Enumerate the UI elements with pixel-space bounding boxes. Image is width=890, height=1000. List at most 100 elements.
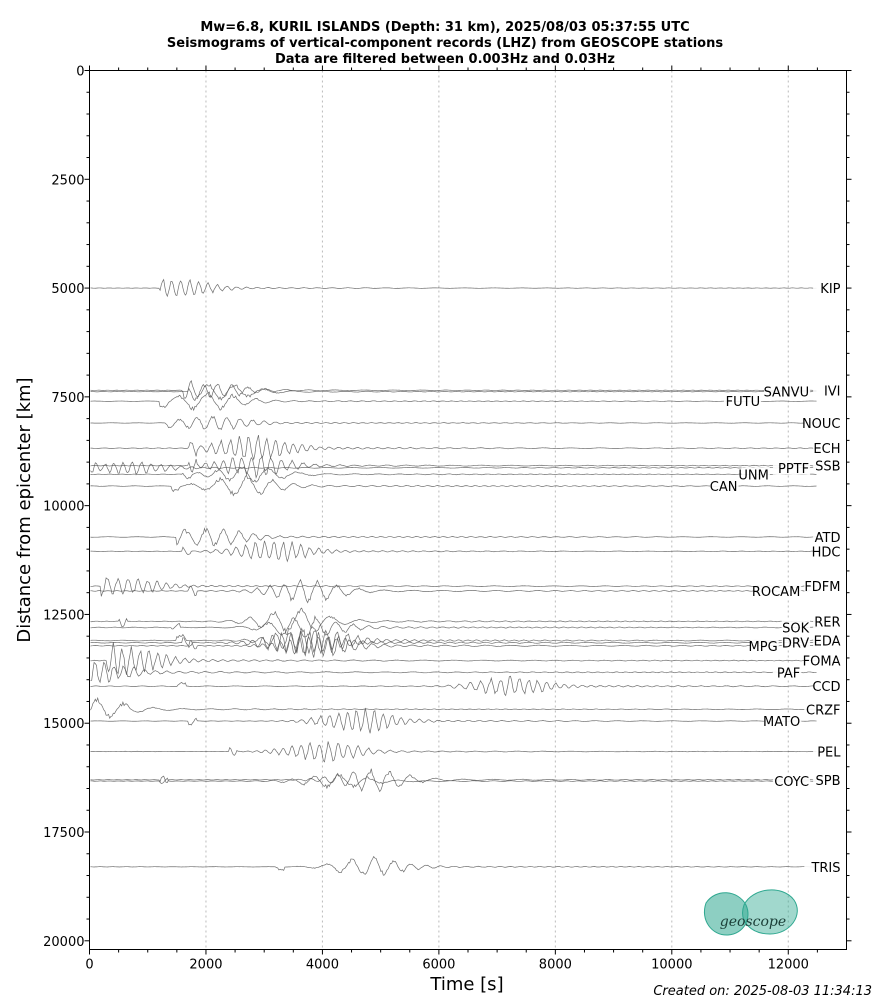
trace-futu xyxy=(90,391,817,412)
trace-pptf xyxy=(90,461,817,476)
axis-ticks: 0 2000 4000 6000 8000 10000 12000 0 2500 5000 7500… xyxy=(43,65,852,973)
station-label-bg xyxy=(813,529,842,544)
station-label-coyc: COYC xyxy=(774,775,809,790)
trace-mato xyxy=(90,707,817,734)
station-label-bg xyxy=(781,635,811,650)
station-label-bg xyxy=(804,415,842,430)
trace-ivi xyxy=(90,380,817,399)
station-label-atd: ATD xyxy=(815,531,841,546)
grid-lines xyxy=(205,70,789,950)
trace-coyc xyxy=(90,774,817,790)
station-label-foma: FOMA xyxy=(803,655,841,670)
x-axis-label: Time [s] xyxy=(429,974,503,995)
station-label-unm: UNM xyxy=(738,468,768,483)
trace-unm xyxy=(90,466,817,483)
trace-rocam xyxy=(90,578,817,604)
station-label-rer: RER xyxy=(814,615,840,630)
chart-title-line1: Mw=6.8, KURIL ISLANDS (Depth: 31 km), 20… xyxy=(200,20,689,35)
x-tick-label: 12000 xyxy=(768,958,809,973)
x-tick-label: 2000 xyxy=(189,958,222,973)
station-label-bg xyxy=(772,665,802,680)
y-tick-label: 17500 xyxy=(43,826,84,841)
station-label-bg xyxy=(804,653,842,668)
station-label-bg xyxy=(813,281,842,296)
station-label-bg xyxy=(813,679,842,694)
station-label-sok: SOK xyxy=(782,621,809,636)
trace-can xyxy=(90,474,817,497)
trace-atd xyxy=(90,527,817,547)
trace-drv xyxy=(90,630,817,657)
trace-fdfm xyxy=(90,577,817,597)
x-tick-label: 10000 xyxy=(651,958,692,973)
station-label-bg xyxy=(772,460,811,475)
plot-frame xyxy=(89,70,847,950)
trace-crzf xyxy=(90,696,817,720)
station-label-hdc: HDC xyxy=(812,545,841,560)
trace-rer xyxy=(90,607,817,635)
y-tick-label: 20000 xyxy=(43,935,84,950)
station-label-bg xyxy=(772,774,811,789)
seismogram-traces xyxy=(90,278,817,876)
trace-sok xyxy=(90,615,817,638)
station-label-kip: KIP xyxy=(820,282,840,297)
trace-ccd xyxy=(90,675,817,697)
station-label-can: CAN xyxy=(710,480,738,495)
station-label-nouc: NOUC xyxy=(802,417,841,432)
chart-title-line3: Data are filtered between 0.003Hz and 0.… xyxy=(275,52,615,67)
station-label-crzf: CRZF xyxy=(806,703,841,718)
station-label-bg xyxy=(741,467,770,482)
trace-foma xyxy=(90,642,817,675)
station-label-bg xyxy=(804,702,842,717)
y-tick-label: 10000 xyxy=(43,500,84,515)
station-label-pel: PEL xyxy=(817,746,841,761)
y-tick-label: 5000 xyxy=(51,282,84,297)
y-tick-label: 2500 xyxy=(51,173,84,188)
created-timestamp: Created on: 2025-08-03 11:34:13 xyxy=(653,984,872,999)
x-tick-label: 6000 xyxy=(422,958,455,973)
station-label-eda: EDA xyxy=(814,635,841,650)
y-tick-label: 15000 xyxy=(43,717,84,732)
station-label-mpg: MPG xyxy=(749,640,778,655)
station-label-bg xyxy=(804,859,842,874)
station-label-bg xyxy=(723,394,762,409)
station-label-rocam: ROCAM xyxy=(752,585,800,600)
station-label-bg xyxy=(750,638,779,653)
station-label-mato: MATO xyxy=(763,715,800,730)
station-label-bg xyxy=(813,544,842,559)
y-tick-label: 12500 xyxy=(43,608,84,623)
trace-tris xyxy=(90,855,817,876)
trace-paf xyxy=(90,661,817,684)
station-label-ssb: SSB xyxy=(815,460,840,475)
trace-sanvu xyxy=(90,383,817,402)
x-tick-label: 8000 xyxy=(539,958,572,973)
globe-lobe-right xyxy=(742,889,798,935)
station-label-futu: FUTU xyxy=(726,395,760,410)
trace-mpg xyxy=(90,635,817,658)
logo-wordmark: geoscope xyxy=(720,914,786,930)
station-label-bg xyxy=(755,583,802,598)
station-label-bg xyxy=(710,479,739,494)
trace-ech xyxy=(90,434,817,461)
station-label-bg xyxy=(813,458,842,473)
station-label-fdfm: FDFM xyxy=(804,580,840,595)
y-axis-label: Distance from epicenter [km] xyxy=(14,377,35,642)
station-label-bg xyxy=(813,614,842,629)
trace-spb xyxy=(90,768,817,793)
station-label-ivi: IVI xyxy=(824,384,841,399)
globe-lobe-left xyxy=(704,892,749,936)
y-tick-label: 7500 xyxy=(51,391,84,406)
station-label-bg xyxy=(813,633,842,648)
station-label-spb: SPB xyxy=(815,774,840,789)
station-label-pptf: PPTF xyxy=(778,462,809,477)
station-label-paf: PAF xyxy=(777,666,800,681)
station-label-bg xyxy=(764,714,802,729)
trace-ssb xyxy=(90,455,817,479)
trace-nouc xyxy=(90,415,817,431)
station-label-ech: ECH xyxy=(813,442,840,457)
station-label-bg xyxy=(813,772,842,787)
x-tick-label: 0 xyxy=(85,958,93,973)
trace-pel xyxy=(90,741,817,763)
station-label-ccd: CCD xyxy=(812,680,840,695)
